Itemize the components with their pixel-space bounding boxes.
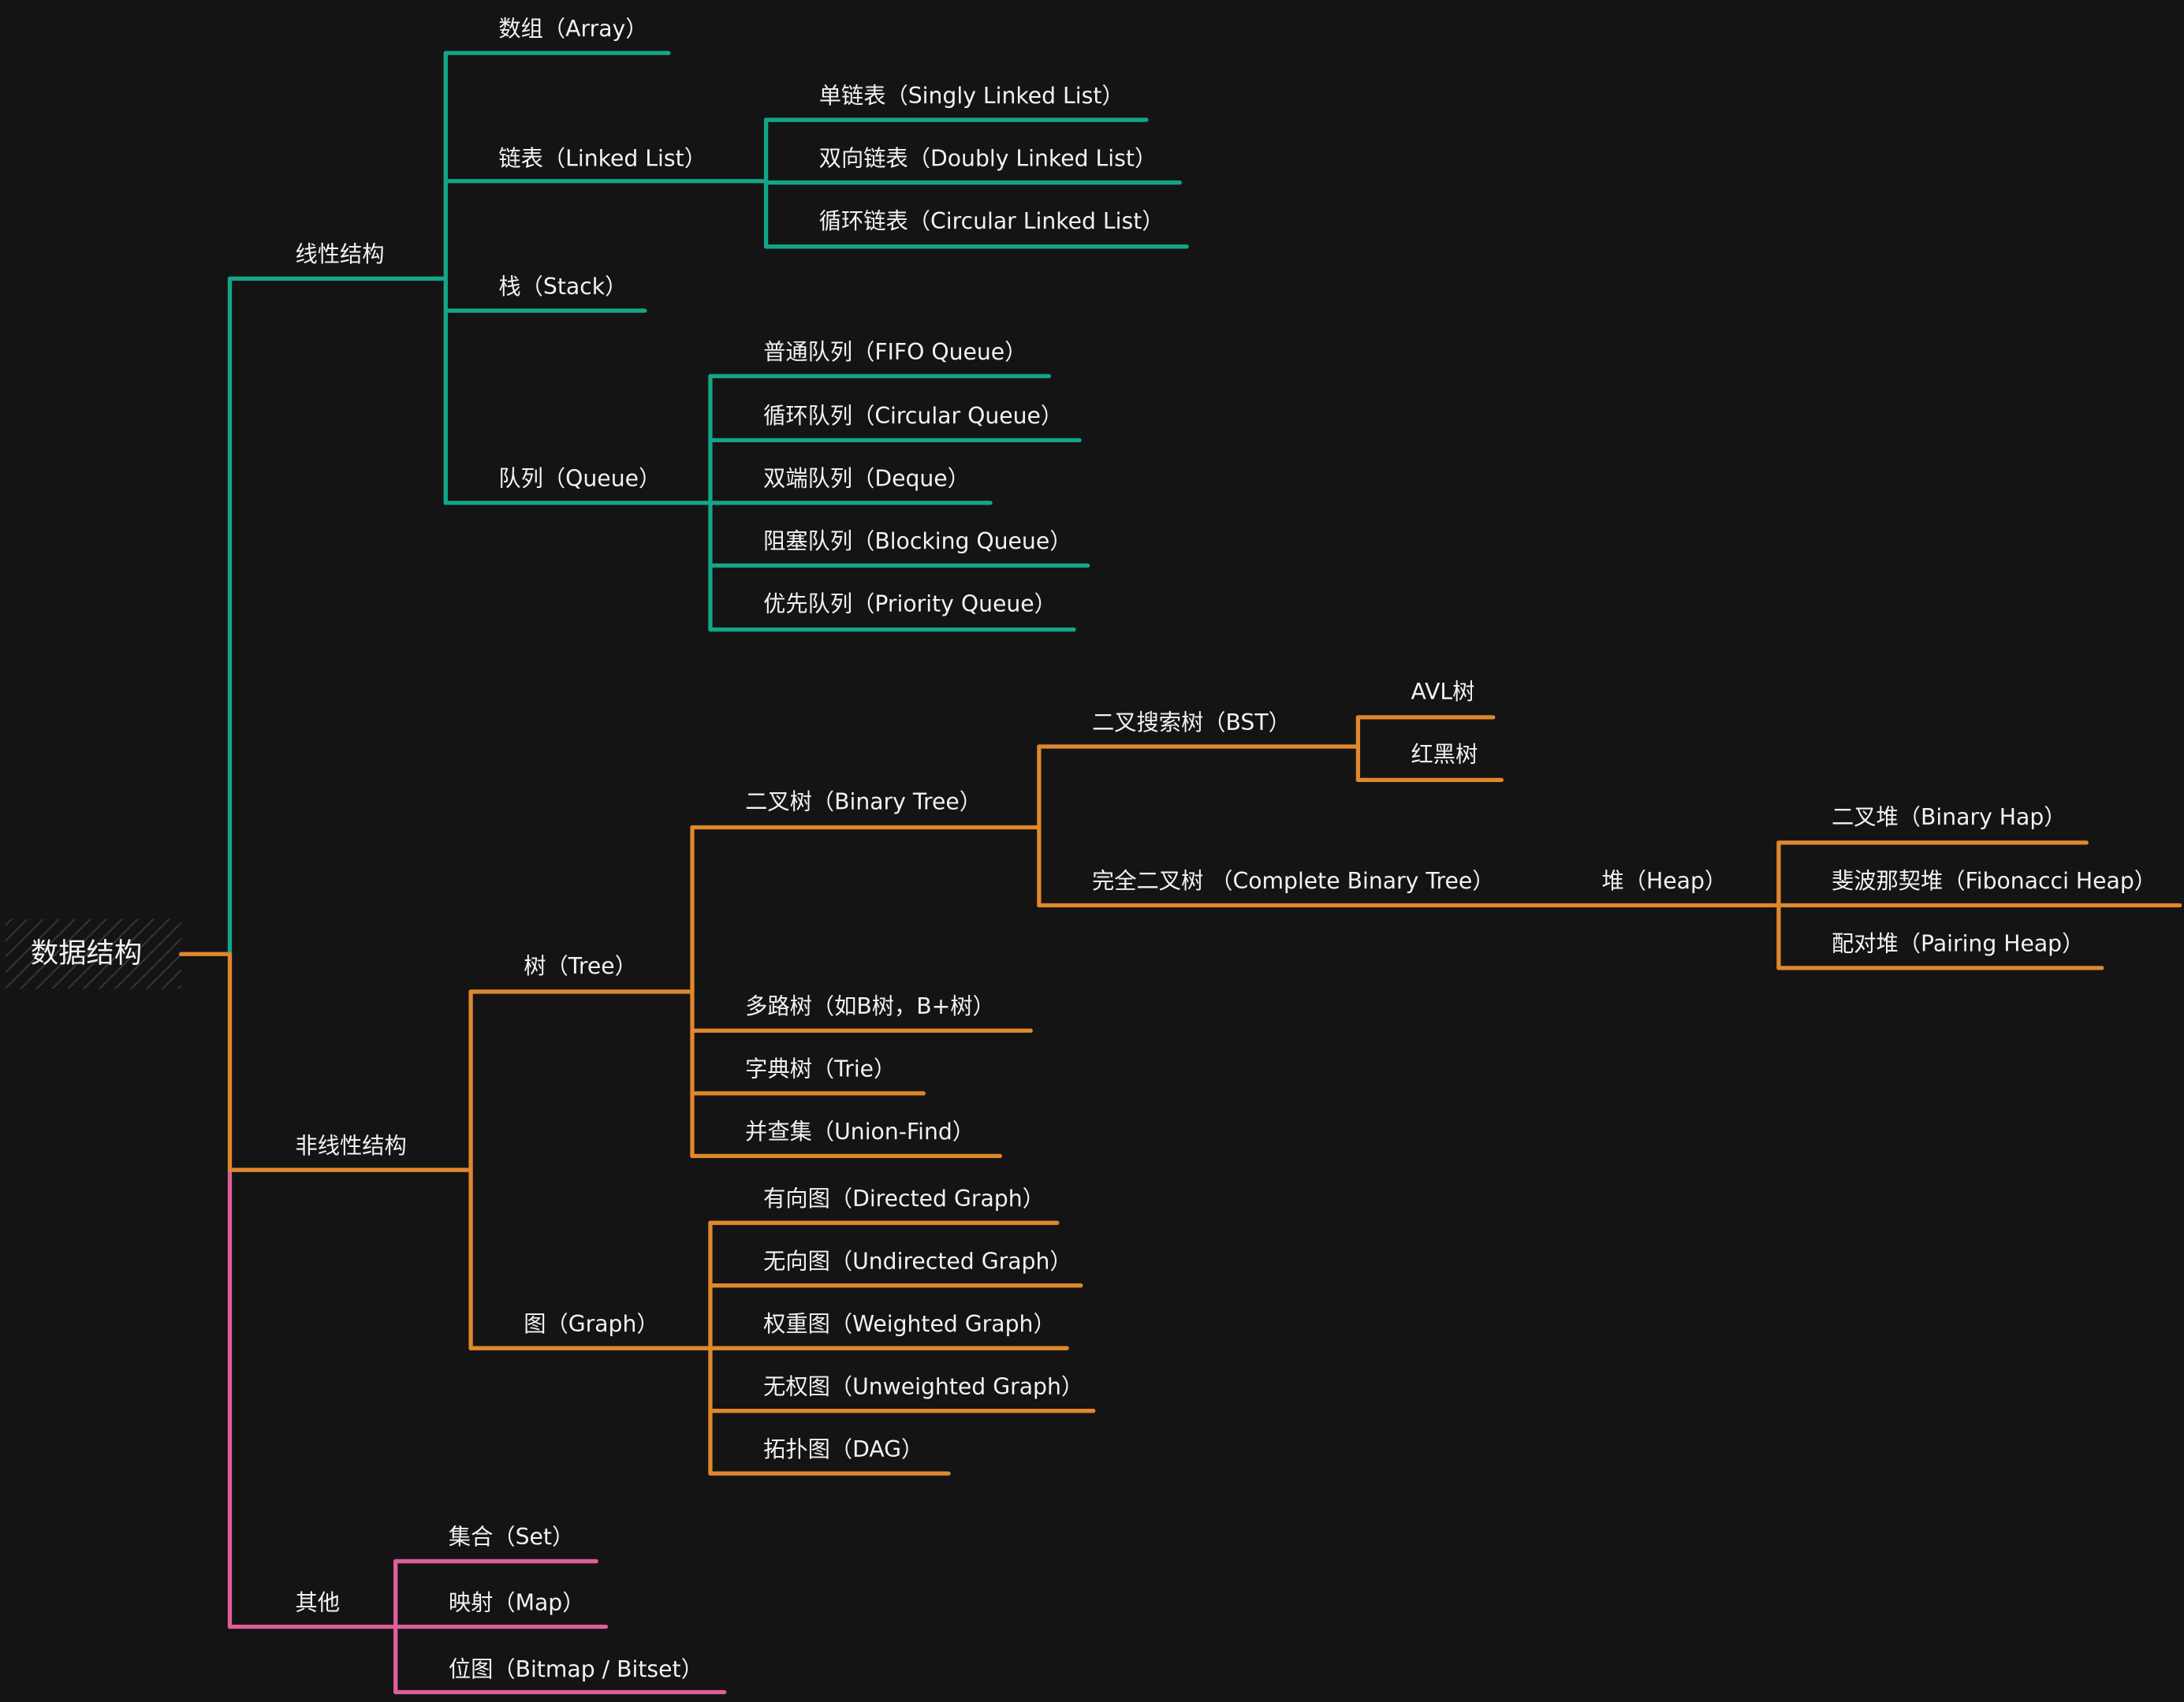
node-heap-item[interactable]: 配对堆（Pairing Heap） xyxy=(1832,931,2084,957)
node-binary-tree[interactable]: 二叉树（Binary Tree） xyxy=(745,789,982,815)
node-linked-list-item[interactable]: 双向链表（Doubly Linked List） xyxy=(819,145,1157,171)
node-other[interactable]: 其他 xyxy=(296,1589,340,1615)
node-linear-item[interactable]: 队列（Queue） xyxy=(498,466,661,492)
node-other-item[interactable]: 集合（Set） xyxy=(449,1524,574,1550)
node-tree-item[interactable]: 字典树（Trie） xyxy=(745,1056,896,1082)
node-queue-item[interactable]: 普通队列（FIFO Queue） xyxy=(763,339,1027,365)
node-other-item[interactable]: 映射（Map） xyxy=(449,1589,585,1615)
root-label: 数据结构 xyxy=(31,937,142,970)
node-tree[interactable]: 树（Tree） xyxy=(524,953,637,979)
node-heap[interactable]: 堆（Heap） xyxy=(1602,868,1727,894)
node-queue-item[interactable]: 双端队列（Deque） xyxy=(763,466,970,492)
node-other-item[interactable]: 位图（Bitmap / Bitset） xyxy=(449,1656,703,1682)
node-bst[interactable]: 二叉搜索树（BST） xyxy=(1092,709,1291,736)
node-tree-item[interactable]: 并查集（Union-Find） xyxy=(745,1119,975,1145)
root-node[interactable] xyxy=(6,919,181,989)
node-red-black[interactable]: 红黑树 xyxy=(1411,741,1478,767)
node-heap-item[interactable]: 斐波那契堆（Fibonacci Heap） xyxy=(1832,868,2156,894)
node-linked-list-item[interactable]: 单链表（Singly Linked List） xyxy=(819,83,1124,109)
node-queue-item[interactable]: 循环队列（Circular Queue） xyxy=(763,403,1063,429)
node-nonlinear[interactable]: 非线性结构 xyxy=(296,1133,407,1159)
node-queue-item[interactable]: 优先队列（Priority Queue） xyxy=(763,591,1057,617)
node-linear[interactable]: 线性结构 xyxy=(296,241,385,267)
node-linear-item[interactable]: 链表（Linked List） xyxy=(498,145,706,171)
node-graph-item[interactable]: 有向图（Directed Graph） xyxy=(763,1186,1045,1212)
node-linear-item[interactable]: 数组（Array） xyxy=(498,16,647,42)
node-linear-item[interactable]: 栈（Stack） xyxy=(498,274,627,300)
node-graph-item[interactable]: 权重图（Weighted Graph） xyxy=(763,1311,1056,1337)
node-graph-item[interactable]: 无权图（Unweighted Graph） xyxy=(763,1373,1083,1399)
node-avl[interactable]: AVL树 xyxy=(1411,679,1475,705)
node-complete-binary-tree[interactable]: 完全二叉树 （Complete Binary Tree） xyxy=(1092,868,1494,894)
node-heap-item[interactable]: 二叉堆（Binary Hap） xyxy=(1832,804,2066,830)
node-graph[interactable]: 图（Graph） xyxy=(524,1311,658,1337)
node-queue-item[interactable]: 阻塞队列（Blocking Queue） xyxy=(763,528,1072,554)
node-linked-list-item[interactable]: 循环链表（Circular Linked List） xyxy=(819,208,1165,234)
node-graph-item[interactable]: 无向图（Undirected Graph） xyxy=(763,1248,1072,1274)
node-graph-item[interactable]: 拓扑图（DAG） xyxy=(763,1436,923,1462)
node-tree-item[interactable]: 多路树（如B树，B+树） xyxy=(745,993,995,1019)
